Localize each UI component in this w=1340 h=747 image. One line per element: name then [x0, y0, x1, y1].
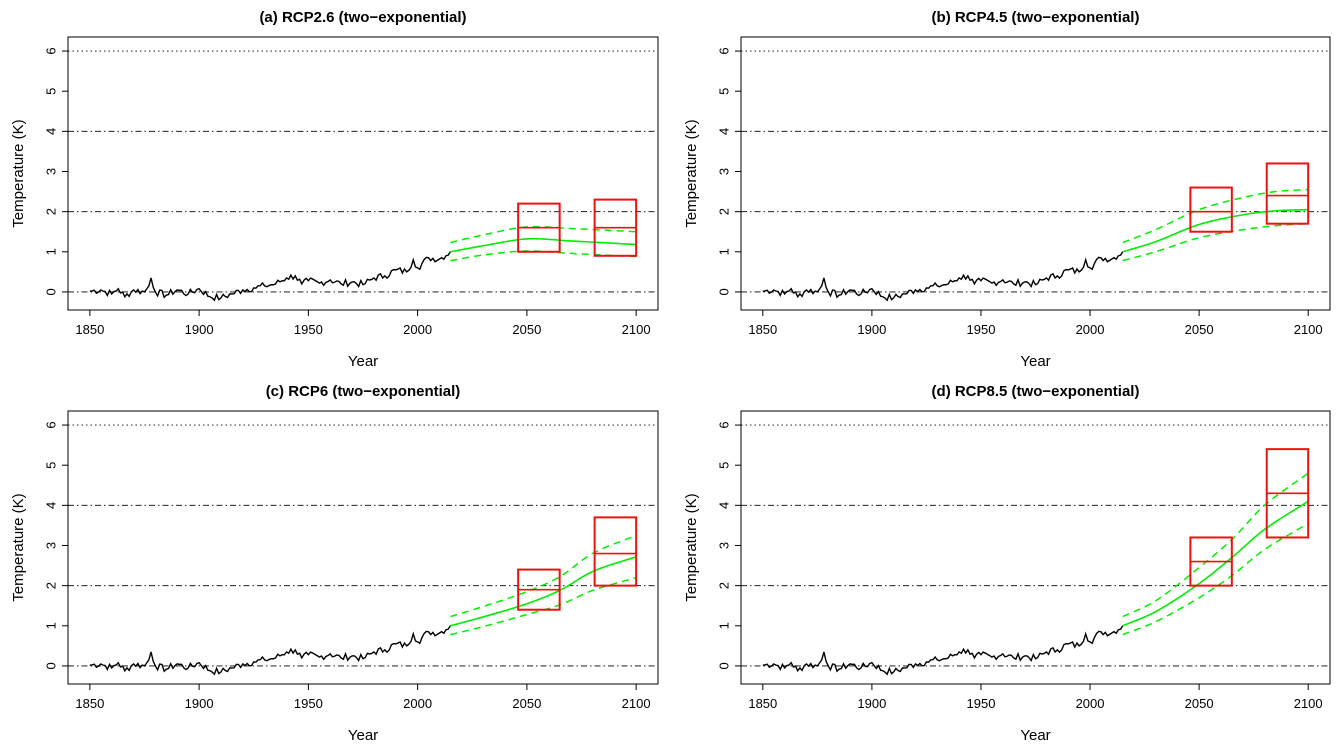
y-tick-label: 2 [43, 208, 58, 215]
y-tick-label: 2 [716, 208, 731, 215]
x-tick-label: 1900 [185, 696, 214, 711]
plot-frame [67, 410, 659, 685]
range-box [1265, 162, 1310, 225]
y-tick-label: 1 [716, 622, 731, 629]
y-axis-label: Temperature (K) [683, 119, 700, 227]
panel-title: (a) RCP2.6 (two−exponential) [259, 9, 466, 26]
projection-central-line [1122, 208, 1309, 253]
y-tick-label: 0 [716, 288, 731, 295]
panel-c: (c) RCP6 (two−exponential) Year Temperat… [10, 383, 659, 744]
y-tick-label: 2 [716, 582, 731, 589]
range-box [593, 516, 638, 587]
y-tick-label: 6 [716, 47, 731, 54]
x-tick-label: 2100 [622, 696, 651, 711]
x-tick-label: 1850 [75, 322, 104, 337]
x-tick-label: 2100 [1294, 322, 1323, 337]
projection-upper-line [450, 225, 637, 244]
x-tick-label: 2100 [1294, 696, 1323, 711]
x-tick-label: 1950 [294, 322, 323, 337]
y-tick-label: 1 [716, 248, 731, 255]
projection-upper-line [450, 534, 637, 618]
projection-central-line [450, 237, 637, 253]
y-tick-label: 0 [716, 662, 731, 669]
range-box [1189, 186, 1233, 233]
y-tick-label: 3 [43, 168, 58, 175]
x-tick-label: 2000 [403, 696, 432, 711]
y-tick-label: 5 [716, 462, 731, 469]
x-tick-label: 1850 [75, 696, 104, 711]
x-axis-label: Year [1020, 727, 1050, 744]
projection-upper-line [1122, 188, 1309, 244]
projection-central-line [1122, 500, 1309, 627]
plot-frame [740, 36, 1331, 311]
projection-upper-line [1122, 472, 1309, 618]
x-axis-label: Year [348, 727, 378, 744]
y-tick-label: 2 [43, 582, 58, 589]
x-axis-label: Year [1020, 353, 1050, 370]
y-axis-label: Temperature (K) [10, 493, 27, 601]
x-tick-label: 2050 [512, 322, 541, 337]
observed-line [762, 251, 1124, 302]
y-axis-label: Temperature (K) [683, 493, 700, 601]
y-tick-label: 1 [43, 622, 58, 629]
x-tick-label: 2000 [1076, 696, 1105, 711]
y-tick-label: 0 [43, 288, 58, 295]
panel-a: (a) RCP2.6 (two−exponential) Year Temper… [10, 9, 659, 370]
projection-lower-line [1122, 522, 1309, 636]
y-tick-label: 6 [43, 421, 58, 428]
y-tick-label: 6 [43, 47, 58, 54]
x-tick-label: 2050 [512, 696, 541, 711]
x-tick-label: 1950 [967, 696, 996, 711]
x-tick-label: 1900 [185, 322, 214, 337]
y-axis-label: Temperature (K) [10, 119, 27, 227]
x-tick-label: 1950 [294, 696, 323, 711]
panel-title: (b) RCP4.5 (two−exponential) [932, 9, 1140, 26]
x-tick-label: 1850 [748, 322, 777, 337]
y-tick-label: 5 [43, 88, 58, 95]
panel-title: (d) RCP8.5 (two−exponential) [932, 383, 1140, 400]
x-tick-label: 2050 [1185, 322, 1214, 337]
observed-line [89, 251, 451, 302]
x-tick-label: 2000 [403, 322, 432, 337]
plot-frame [740, 410, 1331, 685]
panel-b: (b) RCP4.5 (two−exponential) Year Temper… [683, 9, 1331, 370]
x-axis-label: Year [348, 353, 378, 370]
y-tick-label: 5 [43, 462, 58, 469]
x-tick-label: 1850 [748, 696, 777, 711]
y-tick-label: 4 [716, 502, 731, 509]
x-tick-label: 2100 [622, 322, 651, 337]
y-tick-label: 0 [43, 662, 58, 669]
x-tick-label: 1900 [857, 696, 886, 711]
projection-central-line [450, 555, 637, 627]
y-tick-label: 4 [43, 128, 58, 135]
x-tick-label: 2000 [1076, 322, 1105, 337]
x-tick-label: 1950 [967, 322, 996, 337]
y-tick-label: 5 [716, 88, 731, 95]
panel-title: (c) RCP6 (two−exponential) [266, 383, 461, 400]
y-tick-label: 3 [716, 542, 731, 549]
y-tick-label: 4 [716, 128, 731, 135]
projection-lower-line [1122, 222, 1309, 262]
plot-frame [67, 36, 659, 311]
y-tick-label: 3 [716, 168, 731, 175]
y-tick-label: 6 [716, 421, 731, 428]
y-tick-label: 3 [43, 542, 58, 549]
x-tick-label: 2050 [1185, 696, 1214, 711]
observed-line [762, 625, 1124, 676]
y-tick-label: 1 [43, 248, 58, 255]
x-tick-label: 1900 [857, 322, 886, 337]
y-tick-label: 4 [43, 502, 58, 509]
panel-d: (d) RCP8.5 (two−exponential) Year Temper… [683, 383, 1331, 744]
observed-line [89, 625, 451, 676]
